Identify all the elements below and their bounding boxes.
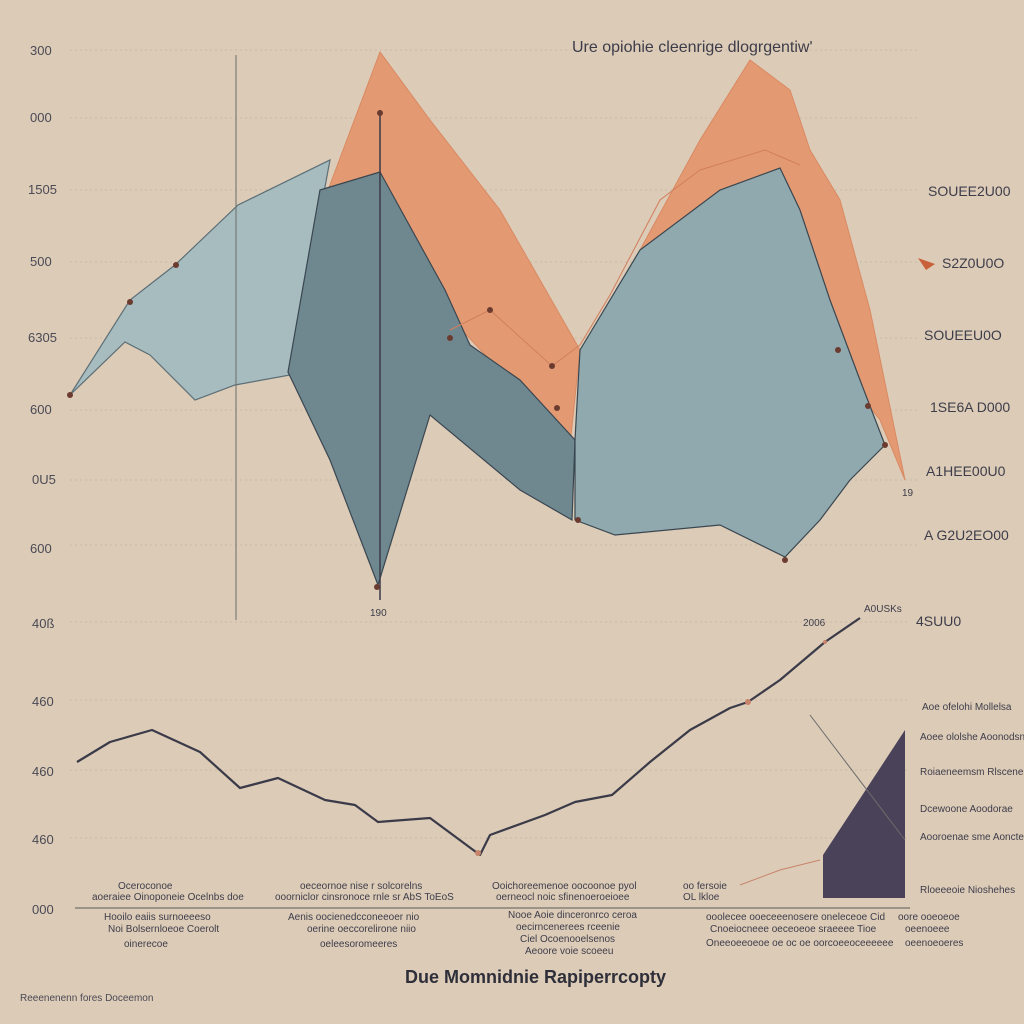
caption: oerneocl noic sfinenoeroeioee [496,892,630,903]
side-notes: Aoe ofelohi Mollelsa Aoee ololshe Aoonod… [920,702,1024,896]
caption: Aenis oocienedcconeeoer nio [288,912,420,923]
y-tick-label: 0U5 [32,472,56,487]
side-note: Aooroenae sme Aoncteoees Doos boeng [920,832,1024,843]
y-tick-label: 1505 [28,182,57,197]
footer-note: Reeenenenn fores Doceemon [20,993,153,1004]
caption: oinerecoe [124,939,168,950]
side-note: Rloeeeoie Nioshehes [920,885,1015,896]
caption: Cnoeiocneee oeceoeoe sraeeee Tioe [710,924,877,935]
dark-triangle-area [823,730,905,898]
caption: oerine oeccorelirone niio [307,924,416,935]
caption: oecirncenerees rceenie [516,922,620,933]
side-note: Dcewoone Aoodorae [920,804,1013,815]
chart-title: Ure opiohie cleenrige dlogrgentiw' [572,39,813,56]
y-tick-label: 500 [30,254,52,269]
callout-label: 19 [902,488,914,499]
lower-segment-line [739,859,821,886]
caption: Nooe Aoie dinceronrco ceroa [508,910,637,921]
right-labels: SOUEE2U00 S2Z0U0O SOUEEU0O 1SE6A D000 A1… [924,183,1011,543]
main-series-line [76,617,861,857]
captions: Oceroconoe aoeraiee Oinoponeie Ocelnbs d… [92,881,963,957]
y-tick-label: 000 [32,902,54,917]
top-area-chart [67,50,906,620]
right-label: 1SE6A D000 [930,399,1010,415]
side-note: Aoee ololshe Aoonodsnoe [920,732,1024,743]
caption: ooolecee ooeceeenosere oneleceoe Cid [706,912,885,923]
point-markers [67,110,888,590]
y-tick-label: 460 [32,832,54,847]
top-annotation: 2006 [803,618,826,629]
caption: Aeoore voie scoeeu [525,946,613,957]
caption: Hooilo eaiis surnoeeeso [104,912,211,923]
top-annotation: A0USKs [864,604,902,615]
caption: oeenoeoeres [905,938,963,949]
caption: ooorniclor cinsronoce rnle sr AbS ToEoS [275,892,454,903]
top-y-tick-labels: 300 000 1505 500 6305 600 0U5 600 [28,43,57,556]
y-tick-label: 460 [32,764,54,779]
side-note: Roiaeneemsm Rlscenelosie [920,767,1024,778]
caption: oo fersoie [683,881,727,892]
y-tick-label: 000 [30,110,52,125]
caption: oeleesoromeeres [320,939,397,950]
caption: oore ooeoeoe [898,912,960,923]
right-label: A1HEE00U0 [926,463,1006,479]
caption: aoeraiee Oinoponeie Ocelnbs doe [92,892,244,903]
y-tick-label: 6305 [28,330,57,345]
mid-blue-area [574,167,886,558]
side-note: Aoe ofelohi Mollelsa [922,702,1012,713]
caption: Ciel Ocoenooelsenos [520,934,615,945]
bottom-line-chart [75,617,910,909]
right-label: A G2U2EO00 [924,527,1009,543]
caption: Ooichoreemenoe oocoonoe pyol [492,881,637,892]
y-tick-label: 600 [30,402,52,417]
bottom-y-tick-labels: 40ß 460 460 460 000 [32,616,54,917]
x-axis-label: Due Momnidnie Rapiperrcopty [405,967,666,987]
line-point-markers [475,640,827,856]
caption: Oneeoeeoeoe oe oc oe oorcoeeoceeeeee [706,938,894,949]
caption: Noi Bolsernloeoe Coerolt [108,924,219,935]
y-tick-label: 300 [30,43,52,58]
caption: oeenoeee [905,924,950,935]
right-label-pointer [918,258,935,270]
caption: oeceornoe nise r solcorelns [300,881,422,892]
y-tick-label: 460 [32,694,54,709]
right-label: SOUEE2U00 [928,183,1011,199]
bottom-gridlines [70,621,910,839]
right-label: SOUEEU0O [924,327,1002,343]
y-tick-label: 600 [30,541,52,556]
caption: OL lkloe [683,892,720,903]
y-tick-label: 40ß [32,616,54,631]
diagonal-pointer [809,714,906,841]
dark-blue-area [287,171,576,587]
caption: Oceroconoe [118,881,173,892]
right-label: S2Z0U0O [942,255,1004,271]
bottom-right-label: 4SUU0 [916,613,961,629]
callout-label: 190 [370,608,387,619]
orange-connector-line [449,149,801,367]
